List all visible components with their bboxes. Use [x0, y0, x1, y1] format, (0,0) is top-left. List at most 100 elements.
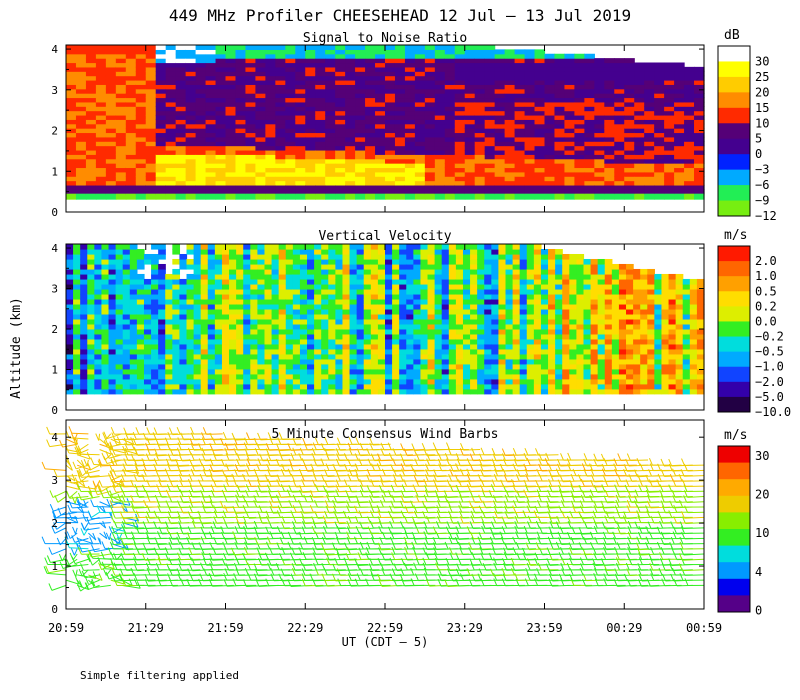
velocity-cell	[193, 313, 202, 320]
velocity-cell	[94, 368, 103, 375]
velocity-cell	[491, 353, 500, 360]
velocity-cell	[335, 253, 344, 260]
velocity-cell	[385, 383, 393, 390]
velocity-cell	[243, 363, 251, 370]
snr-cell	[245, 163, 257, 169]
snr-cell	[474, 101, 486, 107]
velocity-cell	[349, 358, 358, 365]
velocity-cell	[370, 268, 379, 275]
snr-cell	[115, 189, 127, 195]
velocity-cell	[328, 298, 336, 305]
snr-cell	[255, 163, 266, 169]
velocity-cell	[143, 363, 152, 370]
velocity-cell	[80, 293, 88, 300]
snr-cell	[624, 71, 635, 77]
velocity-cell	[151, 343, 159, 350]
velocity-cell	[193, 273, 202, 280]
velocity-cell	[548, 298, 556, 305]
snr-cell	[335, 167, 346, 173]
colorbar-label: 30	[755, 54, 769, 68]
snr-cell	[614, 123, 625, 129]
snr-cell	[644, 176, 655, 182]
velocity-cell	[129, 383, 138, 390]
snr-cell	[195, 93, 207, 99]
velocity-cell	[675, 373, 684, 380]
velocity-cell	[427, 258, 436, 265]
snr-cell	[534, 66, 546, 72]
velocity-cell	[668, 273, 677, 280]
colorbar-label: 15	[755, 101, 769, 115]
snr-cell	[165, 171, 177, 177]
velocity-cell	[526, 273, 535, 280]
snr-cell	[365, 75, 376, 81]
velocity-cell	[519, 263, 528, 270]
velocity-cell	[385, 338, 393, 345]
snr-cell	[654, 110, 665, 116]
velocity-cell	[186, 348, 195, 355]
velocity-cell	[427, 358, 436, 365]
velocity-cell	[335, 328, 344, 335]
snr-cell	[454, 123, 466, 129]
velocity-cell	[576, 348, 585, 355]
velocity-cell	[186, 303, 195, 310]
velocity-cell	[66, 323, 74, 330]
velocity-cell	[498, 358, 507, 365]
velocity-cell	[675, 363, 684, 370]
snr-cell	[295, 141, 306, 147]
snr-cell	[195, 75, 207, 81]
velocity-cell	[441, 288, 450, 295]
wind-barb	[48, 569, 67, 574]
snr-cell	[634, 88, 645, 94]
snr-cell	[195, 58, 207, 64]
velocity-cell	[512, 303, 521, 310]
snr-cell	[424, 145, 436, 151]
snr-cell	[534, 145, 546, 151]
velocity-cell	[505, 368, 514, 375]
velocity-cell	[136, 263, 145, 270]
velocity-cell	[243, 343, 251, 350]
snr-cell	[664, 193, 675, 200]
snr-cell	[215, 184, 227, 190]
velocity-cell	[406, 273, 414, 280]
snr-cell	[215, 136, 227, 142]
velocity-cell	[257, 308, 266, 315]
snr-cell	[85, 97, 97, 103]
snr-cell	[175, 53, 187, 59]
velocity-cell	[519, 308, 528, 315]
velocity-cell	[533, 248, 542, 255]
snr-cell	[584, 189, 595, 195]
velocity-cell	[172, 363, 181, 370]
snr-cell	[175, 128, 187, 134]
snr-cell	[664, 184, 675, 190]
snr-cell	[95, 189, 107, 195]
velocity-cell	[689, 288, 698, 295]
snr-cell	[504, 119, 516, 125]
snr-cell	[634, 158, 645, 164]
snr-cell	[305, 58, 316, 64]
snr-cell	[66, 49, 77, 55]
velocity-cell	[519, 338, 528, 345]
snr-cell	[265, 84, 276, 90]
snr-cell	[424, 184, 436, 190]
wind-barb	[54, 527, 67, 534]
snr-cell	[554, 58, 566, 64]
snr-cell	[494, 145, 506, 151]
snr-cell	[275, 79, 286, 85]
velocity-cell	[108, 293, 117, 300]
velocity-cell	[399, 288, 407, 295]
snr-cell	[434, 149, 446, 155]
snr-cell	[474, 149, 486, 155]
velocity-cell	[406, 323, 414, 330]
colorbar-label: 1.0	[755, 269, 777, 283]
snr-cell	[394, 106, 406, 112]
velocity-cell	[399, 328, 407, 335]
snr-cell	[644, 79, 655, 85]
snr-cell	[275, 128, 286, 134]
snr-cell	[424, 119, 436, 125]
velocity-cell	[385, 348, 393, 355]
snr-cell	[365, 49, 376, 55]
snr-cell	[145, 136, 157, 142]
snr-cell	[524, 189, 536, 195]
velocity-cell	[505, 353, 514, 360]
velocity-cell	[562, 273, 570, 280]
